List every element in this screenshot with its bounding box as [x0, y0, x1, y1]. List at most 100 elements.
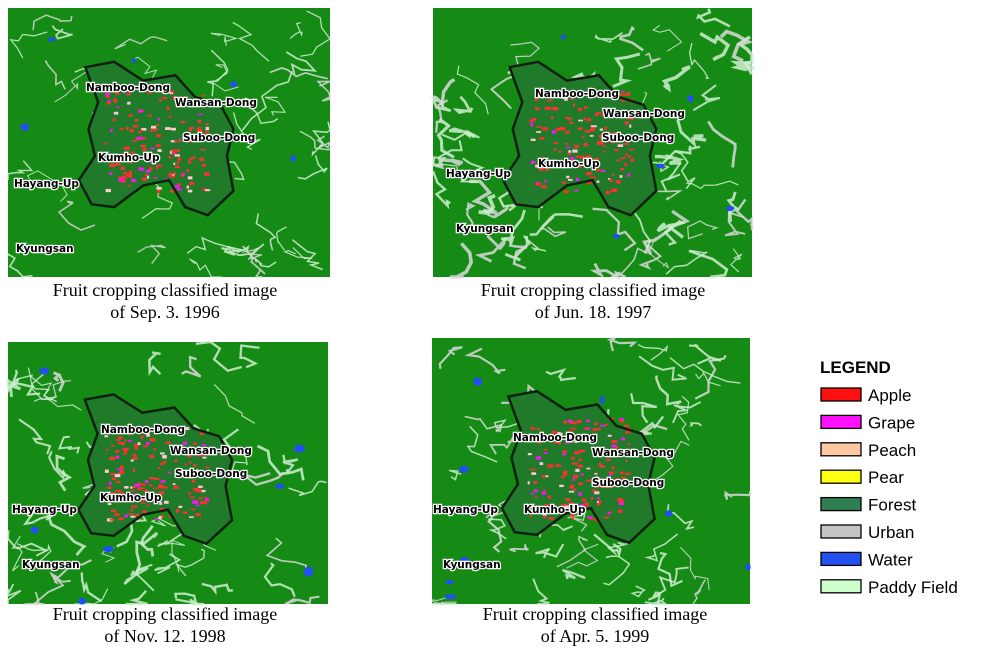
orchard-pixel [568, 150, 571, 152]
orchard-pixel [594, 491, 599, 494]
orchard-pixel [123, 172, 127, 174]
orchard-pixel [531, 161, 534, 164]
orchard-pixel [619, 93, 623, 95]
orchard-pixel [552, 131, 556, 134]
orchard-pixel [528, 453, 532, 455]
orchard-pixel [148, 115, 152, 117]
orchard-pixel [171, 128, 176, 131]
orchard-pixel [529, 121, 534, 123]
water [48, 37, 55, 41]
place-label: Kyungsan [456, 223, 514, 235]
orchard-pixel [606, 191, 610, 194]
orchard-pixel [547, 464, 553, 467]
orchard-pixel [599, 500, 602, 503]
orchard-pixel [116, 456, 119, 459]
orchard-pixel [119, 517, 124, 520]
map-image [433, 8, 752, 277]
orchard-pixel [178, 157, 181, 160]
orchard-pixel [132, 454, 136, 456]
orchard-pixel [115, 450, 119, 453]
orchard-pixel [531, 472, 536, 475]
orchard-pixel [610, 179, 613, 182]
water [665, 510, 673, 517]
orchard-pixel [583, 144, 588, 146]
orchard-pixel [181, 121, 185, 123]
orchard-pixel [195, 505, 199, 507]
orchard-pixel [536, 182, 539, 184]
orchard-pixel [573, 478, 575, 481]
orchard-pixel [117, 481, 121, 483]
orchard-pixel [115, 474, 121, 477]
orchard-pixel [625, 431, 630, 433]
orchard-pixel [568, 420, 572, 422]
orchard-pixel [154, 177, 157, 179]
orchard-pixel [105, 142, 107, 144]
orchard-pixel [625, 473, 631, 475]
water [687, 95, 693, 102]
orchard-pixel [612, 467, 615, 470]
orchard-pixel [177, 189, 182, 191]
orchard-pixel [121, 442, 125, 445]
legend-label: Water [868, 550, 913, 569]
place-label: Suboo-Dong [592, 477, 664, 489]
orchard-pixel [138, 110, 142, 113]
orchard-pixel [173, 486, 178, 489]
orchard-pixel [162, 97, 167, 99]
place-label: Kumho-Up [524, 504, 586, 516]
orchard-pixel [582, 136, 584, 139]
orchard-pixel [563, 453, 566, 455]
orchard-pixel [134, 484, 139, 487]
orchard-pixel [618, 509, 622, 512]
orchard-pixel [186, 169, 189, 172]
orchard-pixel [572, 463, 578, 465]
orchard-pixel [542, 127, 548, 130]
orchard-pixel [585, 504, 589, 506]
orchard-pixel [183, 173, 185, 176]
orchard-pixel [178, 506, 182, 508]
legend-swatch [821, 525, 861, 538]
orchard-pixel [149, 485, 153, 487]
orchard-pixel [563, 421, 567, 424]
orchard-pixel [202, 164, 206, 167]
legend-swatch [821, 443, 861, 456]
place-label: Wansan-Dong [175, 97, 257, 109]
orchard-pixel [198, 486, 203, 488]
orchard-pixel [110, 519, 115, 521]
orchard-pixel [574, 145, 578, 148]
water [473, 378, 482, 386]
orchard-pixel [135, 119, 138, 122]
orchard-pixel [206, 127, 210, 130]
orchard-pixel [625, 153, 628, 155]
orchard-pixel [111, 445, 114, 447]
orchard-pixel [183, 511, 188, 514]
orchard-pixel [110, 129, 112, 132]
orchard-pixel [156, 187, 162, 189]
orchard-pixel [608, 512, 611, 515]
orchard-pixel [548, 496, 551, 499]
orchard-pixel [578, 120, 583, 122]
orchard-pixel [537, 428, 539, 430]
orchard-pixel [628, 155, 632, 157]
orchard-pixel [193, 464, 196, 467]
place-label: Suboo-Dong [183, 132, 255, 144]
orchard-pixel [624, 163, 626, 166]
orchard-pixel [150, 129, 156, 131]
orchard-pixel [570, 428, 576, 430]
orchard-pixel [205, 498, 209, 501]
orchard-pixel [543, 516, 546, 519]
orchard-pixel [617, 498, 622, 501]
orchard-pixel [159, 99, 161, 102]
orchard-pixel [131, 505, 137, 507]
orchard-pixel [156, 124, 159, 126]
orchard-pixel [133, 457, 138, 460]
place-label: Hayang-Up [12, 504, 77, 516]
orchard-pixel [126, 127, 129, 130]
orchard-pixel [573, 475, 578, 478]
orchard-pixel [188, 176, 193, 179]
orchard-pixel [110, 457, 116, 460]
water [560, 35, 566, 39]
orchard-pixel [610, 511, 612, 513]
orchard-pixel [614, 149, 618, 151]
orchard-pixel [175, 154, 180, 156]
orchard-pixel [544, 107, 550, 110]
